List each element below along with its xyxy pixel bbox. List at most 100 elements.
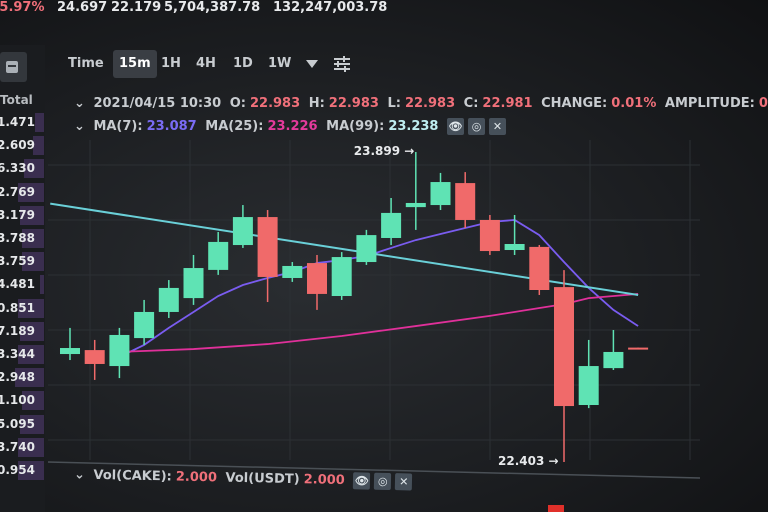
low-annotation: 22.403 → xyxy=(498,454,559,468)
interval-1w[interactable]: 1W xyxy=(268,56,292,71)
chevron-down-icon[interactable]: ⌄ xyxy=(74,119,85,134)
candle-up xyxy=(232,217,253,246)
eye-icon[interactable]: 👁 xyxy=(447,118,465,135)
candle-down xyxy=(554,287,574,407)
candle-up xyxy=(603,351,624,369)
close-value: 22.981 xyxy=(482,96,533,111)
ma-line-ma7 xyxy=(119,219,639,358)
candle-down xyxy=(307,263,327,294)
depth-bar xyxy=(19,414,44,434)
orderbook-row[interactable]: 1.471 xyxy=(0,112,44,133)
orderbook-total: 5.095 xyxy=(0,416,35,431)
orderbook-row[interactable]: 7.189 xyxy=(0,321,44,342)
ticker-change: -5.97% xyxy=(0,0,45,15)
orderbook-layout-button[interactable] xyxy=(0,52,27,82)
vol-usdt-value: 2.000 xyxy=(303,472,345,489)
orderbook-row[interactable]: 2.948 xyxy=(0,367,44,388)
orderbook-total: 3.788 xyxy=(0,231,35,245)
interval-4h[interactable]: 4H xyxy=(196,56,216,71)
orderbook-total: 0.954 xyxy=(0,463,35,477)
depth-bar xyxy=(17,182,44,202)
depth-bar xyxy=(22,391,44,411)
candle-date: 2021/04/15 10:30 xyxy=(93,96,222,111)
orderbook-total: 7.189 xyxy=(0,323,35,338)
orderbook-row[interactable]: 3.759 xyxy=(0,251,44,272)
orderbook-total: 0.851 xyxy=(0,300,35,315)
depth-bar xyxy=(19,321,44,341)
ticker-bar: -5.97% 24.697 22.179 5,704,387.78 132,24… xyxy=(0,0,768,18)
ma7-label: MA(7): xyxy=(93,119,143,134)
orderbook-row[interactable]: 3.788 xyxy=(0,228,44,249)
eye-icon[interactable]: 👁 xyxy=(353,472,371,490)
candle-up xyxy=(282,265,303,278)
orderbook-row[interactable]: 1.100 xyxy=(0,390,44,411)
ohlc-legend: ⌄ 2021/04/15 10:30 O: 22.983 H: 22.983 L: 2… xyxy=(74,96,768,111)
candle-up xyxy=(183,268,204,299)
interval-1d[interactable]: 1D xyxy=(233,56,253,71)
settings-circle-icon[interactable]: ◎ xyxy=(468,118,486,135)
volume-bar xyxy=(548,505,564,512)
orderbook-row[interactable]: 3.179 xyxy=(0,205,44,226)
interval-1h[interactable]: 1H xyxy=(161,56,181,71)
candle-down xyxy=(529,246,550,291)
interval-time[interactable]: Time xyxy=(68,56,104,71)
orderbook-panel xyxy=(0,45,45,512)
orderbook-row[interactable]: 2.609 xyxy=(0,135,44,156)
orderbook-total: 3.344 xyxy=(0,347,35,361)
sliders-icon[interactable] xyxy=(333,55,351,73)
orderbook-row[interactable]: 5.095 xyxy=(0,414,44,435)
ma25-label: MA(25): xyxy=(205,119,264,134)
ticker-high: 24.697 xyxy=(57,0,108,15)
ma99-label: MA(99): xyxy=(326,119,385,134)
open-label: O: xyxy=(229,96,246,111)
orderbook-row[interactable]: 6.330 xyxy=(0,158,44,179)
candle-up xyxy=(208,241,229,270)
high-annotation-value: 23.899 xyxy=(353,144,401,158)
candle-up xyxy=(430,182,451,206)
interval-15m[interactable]: 15m xyxy=(113,50,157,78)
orderbook-row[interactable]: 0.851 xyxy=(0,298,44,319)
orderbook-row[interactable]: 3.344 xyxy=(0,344,44,365)
close-icon[interactable]: ✕ xyxy=(489,118,507,135)
ma25-value: 23.226 xyxy=(267,119,318,134)
depth-bar xyxy=(22,252,44,272)
amplitude-label: AMPLITUDE: xyxy=(664,96,755,111)
close-icon[interactable]: ✕ xyxy=(395,473,413,491)
triangle-down-icon[interactable] xyxy=(305,59,319,69)
orderbook-row[interactable]: 0.954 xyxy=(0,460,44,481)
ma99-value: 23.238 xyxy=(388,119,439,134)
arrow-right-icon: → xyxy=(548,453,559,468)
chevron-down-icon[interactable]: ⌄ xyxy=(74,96,85,111)
orderbook-total: 3.759 xyxy=(0,254,35,269)
low-annotation-value: 22.403 xyxy=(498,453,545,468)
depth-bar xyxy=(19,205,44,225)
pane-divider xyxy=(47,461,701,479)
depth-bar xyxy=(17,298,44,318)
depth-bar xyxy=(35,113,44,132)
depth-bar xyxy=(39,275,44,295)
orderbook-total: 2.948 xyxy=(0,370,35,385)
depth-bar xyxy=(17,345,44,364)
orderbook-row[interactable]: 4.481 xyxy=(0,274,44,295)
orderbook-total: 4.481 xyxy=(0,277,35,292)
candle-up xyxy=(405,202,426,208)
candle-up xyxy=(356,235,377,263)
orderbook-row[interactable]: 2.769 xyxy=(0,182,44,203)
low-value: 22.983 xyxy=(404,96,456,111)
settings-circle-icon[interactable]: ◎ xyxy=(374,472,392,491)
ticker-volume-quote: 132,247,003.78 xyxy=(273,0,388,15)
candle-up xyxy=(331,257,352,297)
depth-bar xyxy=(17,437,44,457)
vol-cake-value: 2.000 xyxy=(175,469,218,486)
candle-up xyxy=(134,311,155,339)
depth-bar xyxy=(17,461,44,480)
orderbook-row[interactable]: 3.740 xyxy=(0,437,44,458)
orderbook-total: 3.740 xyxy=(0,439,35,454)
orderbook-total: 1.471 xyxy=(0,115,35,129)
arrow-right-icon: → xyxy=(404,144,415,158)
chevron-down-icon[interactable]: ⌄ xyxy=(73,467,86,483)
orderbook-total: 2.769 xyxy=(0,184,35,199)
ma-legend: ⌄ MA(7): 23.087 MA(25): 23.226 MA(99): 23.2… xyxy=(74,118,510,135)
layout-icon xyxy=(6,61,18,73)
